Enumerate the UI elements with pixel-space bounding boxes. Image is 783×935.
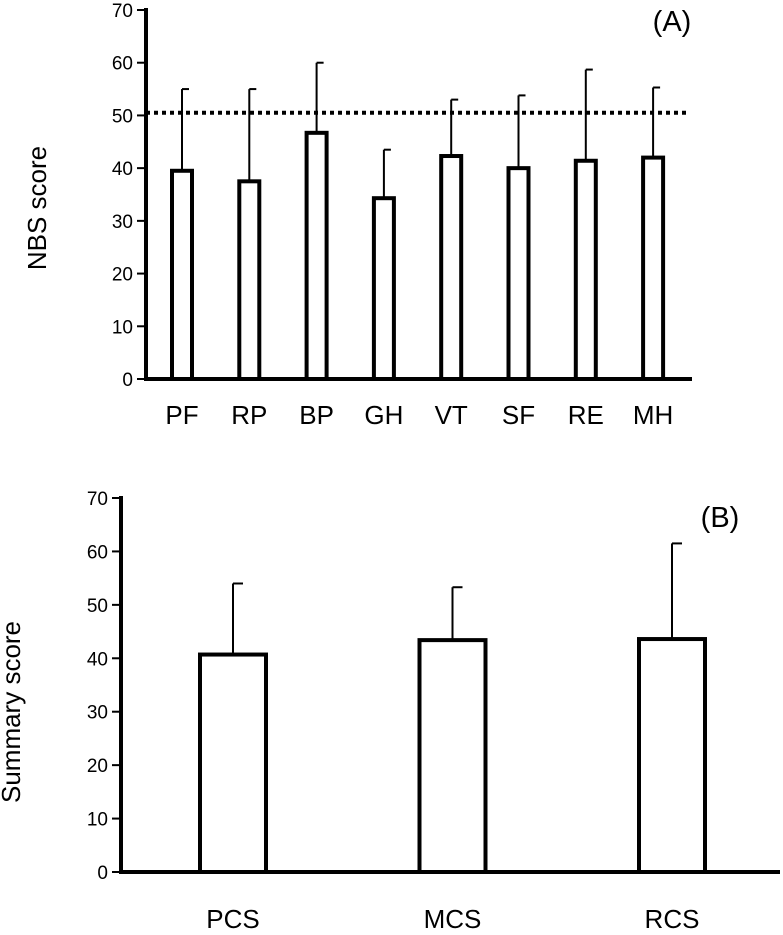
panel-a-bar-bp [304,130,329,381]
panel-b-y-axis-title: Summary score [0,621,26,803]
panel-b-y-tick-label: 50 [87,596,108,617]
panel-a-bar-rp [237,179,262,381]
panel-b-y-tick-label: 30 [87,703,108,724]
panel-a-y-tick-label: 50 [112,106,133,127]
panel-a-category-label: PF [165,400,198,430]
panel-a: NBS score (A) 0 10 20 30 40 50 60 70 PF RP BP GH VT… [22,1,692,430]
panel-b: Summary score (B) 0 10 20 30 40 50 60 70 PCS MCS… [0,489,780,934]
panel-a-category-label: SF [502,400,535,430]
panel-b-label: (B) [701,502,740,534]
panel-a-category-label: BP [299,400,334,430]
panel-b-y-tick-label: 60 [87,542,108,563]
panel-a-bar-sf [506,166,531,381]
panel-a-bar-pf [170,168,194,381]
panel-a-category-label: RP [231,400,267,430]
panel-b-y-tick-label: 20 [87,756,108,777]
panel-a-category-label: MH [633,400,673,430]
panel-a-y-tick-label: 60 [112,54,133,75]
panel-b-bar-rcs [637,637,707,875]
panel-b-bar-pcs [198,652,268,874]
panel-b-category-label: RCS [645,904,700,934]
panel-b-y-tick-label: 70 [87,489,108,510]
panel-a-category-label: VT [435,400,468,430]
panel-a-y-tick-label: 10 [112,317,133,338]
panel-a-bar-re [573,158,598,381]
panel-a-y-tick-label: 30 [112,212,133,233]
panel-b-bar-mcs [417,638,488,874]
panel-a-label: (A) [653,6,692,38]
panel-a-category-label: GH [364,400,403,430]
panel-b-y-tick-label: 10 [87,810,108,831]
panel-a-bar-gh [371,196,396,381]
panel-a-y-tick-label: 20 [112,265,133,286]
panel-b-y-tick-label: 40 [87,649,108,670]
panel-a-bar-mh [641,155,666,381]
panel-a-y-axis-title: NBS score [22,146,52,270]
panel-b-category-label: PCS [206,904,259,934]
panel-b-y-tick-label: 0 [97,863,108,884]
panel-a-bar-vt [439,154,464,381]
panel-a-y-tick-label: 70 [112,1,133,22]
panel-a-y-tick-label: 40 [112,159,133,180]
panel-a-category-label: RE [568,400,604,430]
panel-a-y-tick-label: 0 [122,370,133,391]
panel-b-category-label: MCS [424,904,482,934]
